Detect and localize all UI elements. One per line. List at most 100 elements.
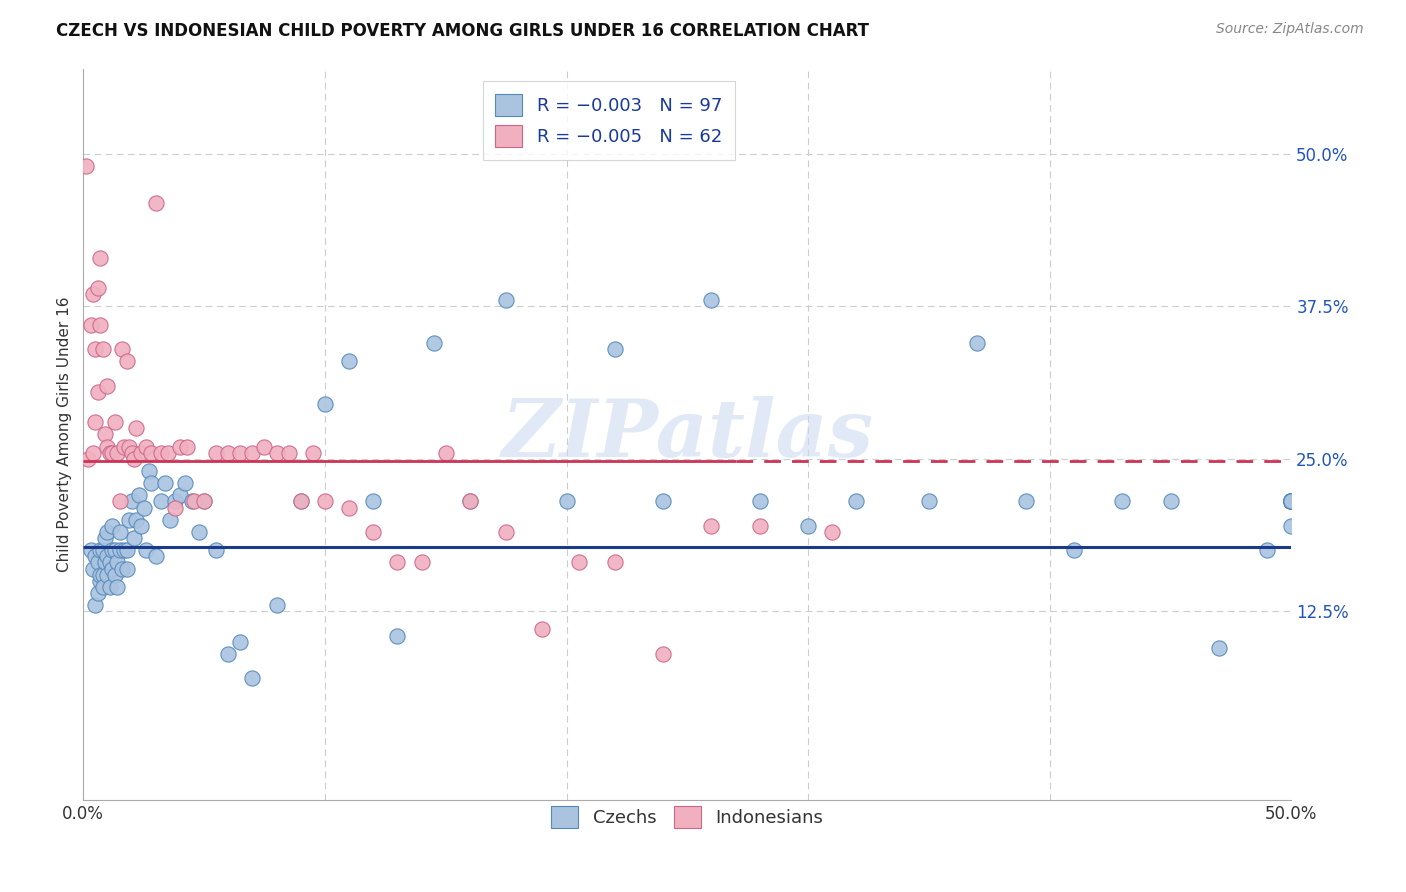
Point <box>1279 494 1302 508</box>
Point <box>495 293 517 308</box>
Point <box>1279 494 1302 508</box>
Point <box>337 500 360 515</box>
Point <box>104 543 127 558</box>
Point <box>121 494 143 508</box>
Point <box>1279 494 1302 508</box>
Point <box>821 524 844 539</box>
Point <box>422 335 444 350</box>
Point <box>84 342 107 356</box>
Point <box>1279 494 1302 508</box>
Point <box>568 556 591 570</box>
Point <box>135 543 157 558</box>
Point <box>112 440 135 454</box>
Point <box>652 647 675 661</box>
Point <box>108 494 131 508</box>
Point <box>98 445 121 459</box>
Point <box>183 494 205 508</box>
Point <box>229 634 252 648</box>
Point <box>149 494 172 508</box>
Point <box>84 598 107 612</box>
Point <box>277 445 299 459</box>
Point <box>125 513 148 527</box>
Point <box>458 494 481 508</box>
Point <box>1279 494 1302 508</box>
Point <box>1279 518 1302 533</box>
Point <box>129 518 152 533</box>
Point <box>555 494 578 508</box>
Point <box>79 318 101 332</box>
Point <box>89 251 111 265</box>
Point <box>797 518 820 533</box>
Point <box>128 488 150 502</box>
Point <box>94 556 117 570</box>
Text: Source: ZipAtlas.com: Source: ZipAtlas.com <box>1216 22 1364 37</box>
Point <box>96 549 118 564</box>
Point <box>101 561 124 575</box>
Point <box>105 580 128 594</box>
Point <box>205 445 228 459</box>
Point <box>217 647 239 661</box>
Point <box>129 445 152 459</box>
Point <box>253 440 276 454</box>
Point <box>700 518 723 533</box>
Text: CZECH VS INDONESIAN CHILD POVERTY AMONG GIRLS UNDER 16 CORRELATION CHART: CZECH VS INDONESIAN CHILD POVERTY AMONG … <box>56 22 869 40</box>
Point <box>173 476 195 491</box>
Point <box>87 384 110 399</box>
Point <box>266 598 288 612</box>
Point <box>125 421 148 435</box>
Point <box>101 518 124 533</box>
Point <box>361 494 384 508</box>
Point <box>966 335 988 350</box>
Point <box>98 580 121 594</box>
Point <box>603 342 626 356</box>
Point <box>91 342 114 356</box>
Point <box>75 159 97 173</box>
Point <box>87 281 110 295</box>
Point <box>132 500 155 515</box>
Point <box>112 543 135 558</box>
Point <box>104 415 127 429</box>
Point <box>1279 494 1302 508</box>
Point <box>98 556 121 570</box>
Point <box>458 494 481 508</box>
Point <box>105 556 128 570</box>
Point <box>96 440 118 454</box>
Point <box>115 561 138 575</box>
Point <box>87 586 110 600</box>
Point <box>118 513 141 527</box>
Point <box>411 556 433 570</box>
Point <box>314 397 336 411</box>
Point <box>290 494 312 508</box>
Point <box>266 445 288 459</box>
Point <box>156 445 179 459</box>
Point <box>1279 494 1302 508</box>
Point <box>217 445 239 459</box>
Point <box>1063 543 1085 558</box>
Point <box>1014 494 1036 508</box>
Point <box>1279 494 1302 508</box>
Point <box>96 567 118 582</box>
Point <box>1279 494 1302 508</box>
Point <box>82 287 104 301</box>
Point <box>1279 494 1302 508</box>
Point <box>94 531 117 545</box>
Point <box>387 629 409 643</box>
Point <box>1279 494 1302 508</box>
Point <box>122 531 145 545</box>
Point <box>91 543 114 558</box>
Point <box>121 445 143 459</box>
Point <box>1208 640 1230 655</box>
Point <box>77 451 100 466</box>
Point <box>531 623 554 637</box>
Point <box>748 494 770 508</box>
Point <box>139 445 162 459</box>
Point <box>87 556 110 570</box>
Point <box>84 549 107 564</box>
Point <box>1256 543 1278 558</box>
Point <box>229 445 252 459</box>
Point <box>1279 494 1302 508</box>
Point <box>105 445 128 459</box>
Point <box>176 440 198 454</box>
Point <box>159 513 181 527</box>
Point <box>84 415 107 429</box>
